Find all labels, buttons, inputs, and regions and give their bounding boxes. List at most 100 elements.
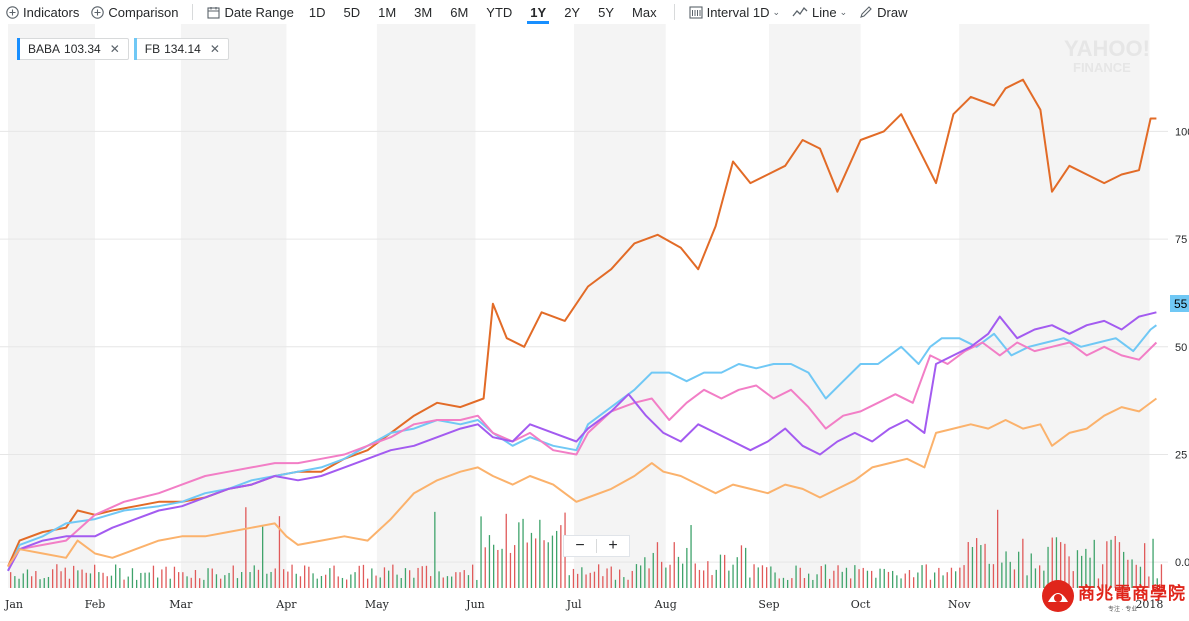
volume-bar (228, 572, 230, 588)
volume-bar (535, 538, 537, 588)
volume-bar (14, 576, 16, 588)
volume-bar (283, 569, 285, 588)
volume-bar (31, 576, 33, 588)
volume-bar (136, 579, 138, 588)
volume-bar (892, 570, 894, 588)
volume-bar (795, 565, 797, 588)
volume-bar (1018, 551, 1020, 588)
volume-bar (304, 565, 306, 588)
volume-bar (68, 578, 71, 588)
volume-bar (862, 567, 864, 588)
range-3m[interactable]: 3M (414, 4, 433, 20)
volume-bar (299, 576, 302, 588)
volume-bar (854, 565, 856, 588)
volume-bar (514, 545, 516, 588)
volume-bar (1009, 561, 1011, 588)
zoom-out-button[interactable]: − (575, 537, 585, 554)
volume-bar (375, 575, 377, 588)
volume-bar (837, 565, 839, 588)
comparison-label: Comparison (108, 4, 179, 20)
volume-bar (476, 579, 478, 588)
draw-button[interactable]: Draw (853, 0, 913, 24)
volume-bar (81, 569, 83, 588)
date-range-button[interactable]: Date Range (201, 0, 299, 24)
price-tag-label: 55 (1174, 297, 1188, 311)
x-tick-label: Sep (758, 598, 779, 611)
volume-bar (157, 577, 159, 588)
volume-bar (224, 575, 226, 588)
volume-bar (169, 578, 171, 588)
interval-label: Interval (706, 4, 750, 20)
volume-bar (850, 578, 852, 588)
volume-bar (904, 573, 906, 588)
volume-bar (1013, 569, 1016, 588)
range-5y[interactable]: 5Y (598, 4, 615, 20)
volume-bar (152, 565, 155, 588)
x-tick-label: Jun (465, 598, 485, 611)
range-1m[interactable]: 1M (378, 4, 397, 20)
comparison-chip-baba[interactable]: BABA 103.34 ✕ (17, 38, 129, 60)
month-bands (8, 24, 1150, 588)
volume-bar (497, 549, 499, 588)
volume-bar (60, 571, 62, 588)
range-1d[interactable]: 1D (308, 4, 326, 20)
range-1y[interactable]: 1Y (521, 0, 555, 24)
volume-bar (270, 571, 272, 588)
series-line-2 (7, 341, 1158, 568)
volume-bar (997, 509, 999, 588)
volume-bar (1051, 537, 1053, 588)
range-2y[interactable]: 2Y (564, 4, 581, 20)
series-color-bar (133, 38, 137, 60)
volume-bar (1114, 535, 1116, 588)
volume-bar (883, 568, 885, 588)
interval-dropdown[interactable]: Interval 1D ⌄ (683, 0, 786, 24)
bar-interval-icon (689, 5, 703, 19)
chevron-down-icon: ⌄ (839, 6, 848, 17)
comparison-button[interactable]: Comparison (85, 0, 184, 24)
volume-bar (572, 568, 575, 588)
close-icon[interactable]: ✕ (109, 42, 120, 56)
volume-bar (736, 557, 738, 588)
volume-bar (102, 572, 104, 588)
volume-bar (325, 574, 327, 588)
range-max[interactable]: Max (632, 4, 657, 20)
chip-symbol: BABA (28, 42, 61, 56)
x-tick-label: Mar (169, 598, 193, 611)
line-chart-icon (792, 6, 808, 17)
volume-bar (409, 570, 411, 588)
volume-bar (623, 577, 625, 588)
range-5d[interactable]: 5D (343, 4, 361, 20)
close-icon[interactable]: ✕ (209, 42, 220, 56)
volume-bar (425, 565, 428, 588)
volume-bar (841, 571, 843, 588)
volume-bar (430, 576, 432, 588)
indicators-button[interactable]: Indicators (0, 0, 85, 24)
volume-bar (161, 569, 163, 588)
series-lines (7, 78, 1158, 572)
x-tick-label: Feb (85, 598, 106, 611)
volume-bar (1076, 550, 1079, 588)
volume-bar (955, 571, 957, 588)
range-ytd[interactable]: YTD (486, 4, 513, 20)
volume-bar (253, 565, 255, 588)
volume-bar (900, 578, 902, 588)
volume-bar (1156, 578, 1158, 588)
volume-bar (1127, 559, 1129, 588)
volume-bar (753, 564, 755, 588)
volume-bar (1118, 542, 1121, 588)
volume-bar (665, 567, 667, 588)
volume-bar (358, 565, 360, 588)
volume-bar (249, 572, 251, 588)
volume-bar (833, 570, 835, 588)
volume-bar (73, 565, 75, 588)
chart-type-dropdown[interactable]: Line ⌄ (786, 0, 853, 24)
volume-bar (782, 577, 785, 588)
volume-bar (1085, 548, 1087, 588)
range-6m[interactable]: 6M (450, 4, 469, 20)
volume-bar (686, 547, 688, 588)
comparison-chip-fb[interactable]: FB 134.14 ✕ (133, 38, 229, 60)
zoom-in-button[interactable]: + (608, 537, 618, 554)
volume-bar (417, 567, 419, 588)
volume-bar (568, 575, 570, 588)
volume-bar (778, 578, 780, 588)
